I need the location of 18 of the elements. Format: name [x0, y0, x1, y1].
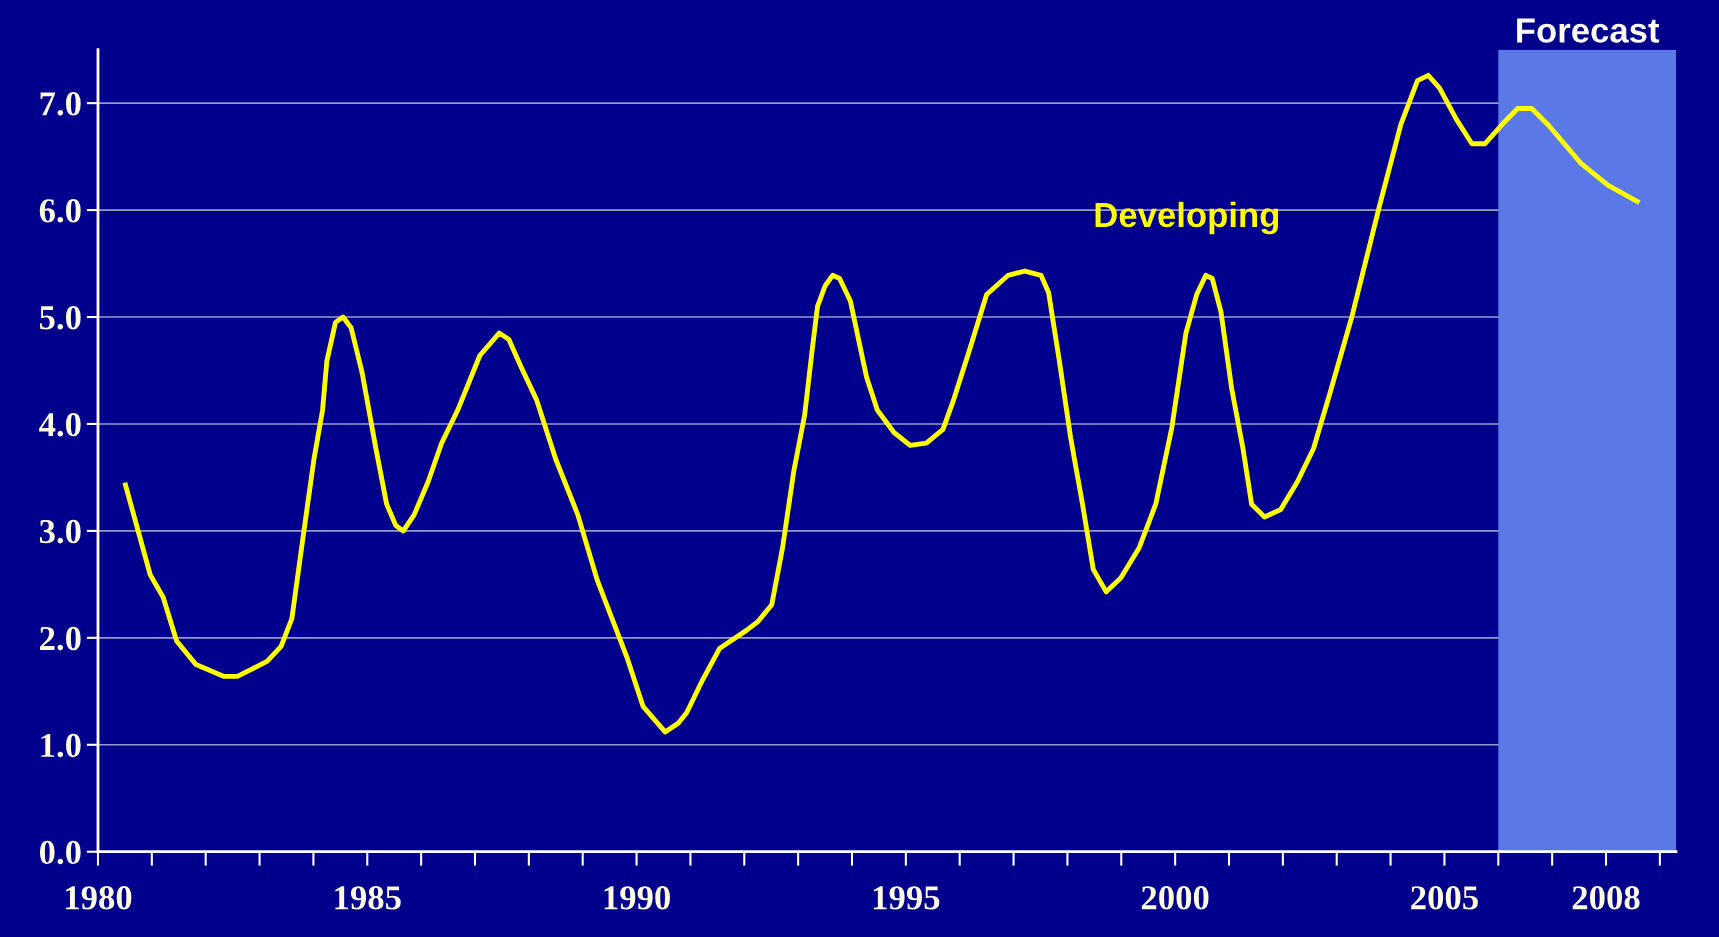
- x-tick-label: 2005: [1411, 886, 1478, 910]
- y-tick-label: 3.0: [39, 519, 81, 544]
- y-tick-label: 6.0: [39, 199, 81, 223]
- y-tick-label: 2.0: [40, 626, 81, 651]
- x-tick-label: 1995: [873, 886, 940, 910]
- y-tick-label: 0.0: [39, 840, 81, 865]
- x-tick-label: 1980: [66, 886, 132, 910]
- series-label: Developing: [1095, 201, 1279, 235]
- y-tick-label: 7.0: [40, 92, 81, 116]
- x-tick-label: 2000: [1141, 886, 1209, 910]
- y-tick-label: 1.0: [41, 733, 81, 758]
- band-label: Forecast: [1517, 18, 1660, 43]
- x-tick-label: 1990: [604, 886, 670, 910]
- x-tick-label: 2008: [1572, 886, 1640, 910]
- x-tick-label: 1985: [335, 886, 401, 910]
- y-tick-label: 4.0: [39, 412, 81, 437]
- y-tick-label: 5.0: [40, 305, 81, 330]
- line-series: [123, 72, 1640, 735]
